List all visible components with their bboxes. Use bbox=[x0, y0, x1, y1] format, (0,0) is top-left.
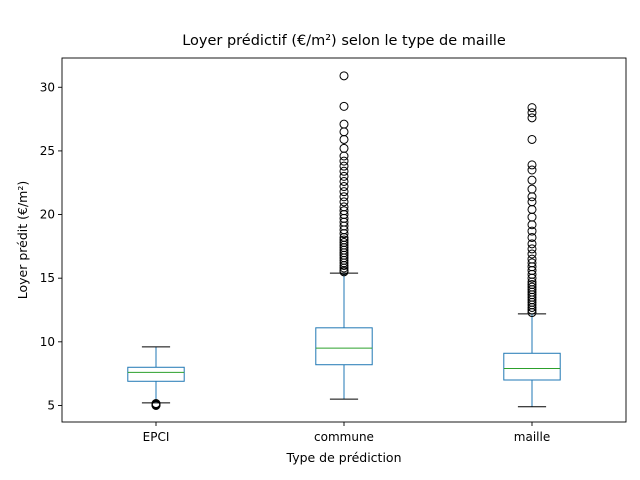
outlier-point bbox=[527, 258, 537, 268]
box-group bbox=[503, 103, 561, 408]
outlier-point bbox=[339, 127, 349, 137]
box-iqr bbox=[503, 352, 561, 381]
outlier-point bbox=[151, 399, 161, 409]
outlier-point bbox=[339, 206, 349, 216]
outlier-point bbox=[527, 239, 537, 249]
y-tick-label: 20 bbox=[40, 208, 55, 222]
outlier-point bbox=[339, 151, 349, 161]
outlier-point bbox=[527, 165, 537, 175]
outlier-point bbox=[339, 166, 349, 176]
outlier-point bbox=[527, 134, 537, 144]
outlier-point bbox=[527, 232, 537, 242]
outlier-point bbox=[527, 108, 537, 118]
outlier-point bbox=[339, 143, 349, 153]
x-axis: EPCI commune maille bbox=[143, 422, 550, 444]
outlier-point bbox=[339, 192, 349, 202]
outlier-point bbox=[339, 182, 349, 192]
outlier-point bbox=[339, 119, 349, 129]
outlier-point bbox=[527, 254, 537, 264]
outlier-point bbox=[339, 202, 349, 212]
outlier-point bbox=[527, 184, 537, 194]
x-tick-label: commune bbox=[314, 430, 374, 444]
outlier-point bbox=[339, 71, 349, 81]
outlier-point bbox=[339, 171, 349, 181]
outlier-point bbox=[527, 212, 537, 222]
x-axis-label: Type de prédiction bbox=[286, 450, 402, 465]
outlier-point bbox=[339, 101, 349, 111]
outlier-point bbox=[339, 187, 349, 197]
outlier-point bbox=[339, 134, 349, 144]
box-group bbox=[127, 346, 185, 410]
plot-area bbox=[127, 71, 561, 410]
outlier-point bbox=[339, 161, 349, 171]
outlier-point bbox=[527, 192, 537, 202]
outlier-point bbox=[527, 113, 537, 123]
outlier-point bbox=[527, 226, 537, 236]
outlier-point bbox=[527, 204, 537, 214]
y-tick-label: 10 bbox=[40, 335, 55, 349]
chart-title: Loyer prédictif (€/m²) selon le type de … bbox=[182, 33, 506, 49]
outlier-point bbox=[527, 280, 537, 290]
outlier-point bbox=[339, 238, 349, 248]
outlier-point bbox=[527, 249, 537, 259]
box-iqr bbox=[315, 327, 373, 366]
outlier-point bbox=[527, 103, 537, 113]
y-axis-label: Loyer prédit (€/m²) bbox=[15, 181, 30, 299]
outlier-point bbox=[527, 282, 537, 292]
outlier-point bbox=[527, 244, 537, 254]
outlier-point bbox=[527, 175, 537, 185]
x-tick-label: EPCI bbox=[143, 430, 170, 444]
outlier-point bbox=[527, 160, 537, 170]
y-tick-label: 5 bbox=[47, 398, 55, 412]
outlier-point bbox=[339, 156, 349, 166]
outlier-point bbox=[339, 176, 349, 186]
box-group bbox=[315, 71, 373, 400]
y-tick-label: 25 bbox=[40, 144, 55, 158]
outlier-point bbox=[527, 197, 537, 207]
x-tick-label: maille bbox=[514, 430, 550, 444]
y-tick-label: 15 bbox=[40, 271, 55, 285]
outlier-point bbox=[339, 235, 349, 245]
y-tick-label: 30 bbox=[40, 80, 55, 94]
y-axis: 5 10 15 20 25 30 bbox=[40, 80, 62, 412]
outlier-point bbox=[339, 197, 349, 207]
box-iqr bbox=[127, 366, 185, 382]
